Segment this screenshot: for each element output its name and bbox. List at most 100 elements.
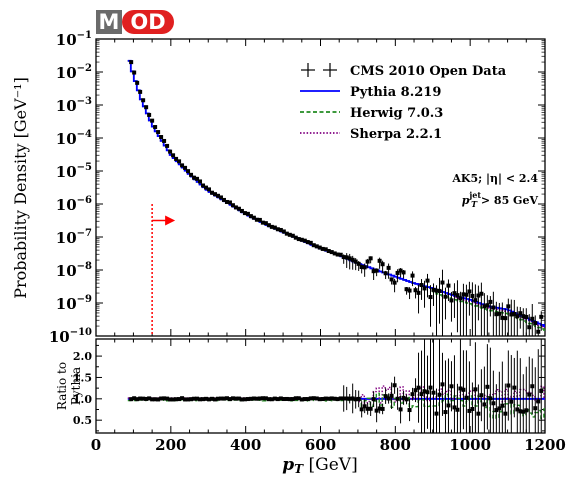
data-point [144, 105, 149, 110]
ratio-data-point [428, 339, 433, 433]
main-y-axis-title: Probability Density [GeV⁻¹] [11, 77, 30, 299]
ratio-data-point [410, 387, 415, 401]
ratio-data-point [509, 355, 514, 433]
data-point [135, 80, 140, 85]
data-point [353, 258, 358, 271]
x-tick-label: 200 [155, 436, 186, 454]
main-plot-frame [95, 38, 546, 337]
data-point [515, 306, 520, 336]
data-point [195, 176, 200, 181]
main-y-tick-label: 10−4 [56, 129, 92, 148]
data-point [138, 89, 143, 94]
data-point [159, 135, 164, 140]
ratio-data-point [452, 355, 457, 433]
data-point [156, 130, 161, 135]
cut-annotation: AK5; |η| < 2.4 pjet T > 85 GeV [451, 172, 538, 209]
data-point [377, 257, 382, 269]
data-point [174, 156, 179, 161]
main-y-tick-label: 10−9 [56, 294, 92, 313]
main-y-ticks: 10−1 10−2 10−3 10−4 10−5 10−6 10−7 10−8 10−9 10−1… [49, 30, 546, 346]
ratio-data-point [419, 350, 424, 433]
data-point [129, 60, 134, 65]
data-point [455, 280, 460, 333]
x-tick-label: 1000 [449, 436, 491, 454]
data-point [338, 252, 343, 257]
main-y-tick-label: 10−7 [56, 228, 92, 247]
main-series [127, 59, 545, 336]
main-y-tick-label: 10−6 [56, 195, 92, 214]
data-point [407, 287, 412, 300]
data-point [437, 277, 442, 324]
legend: CMS 2010 Open Data Pythia 8.219 Herwig 7.0… [300, 63, 507, 142]
data-point [389, 277, 394, 285]
data-point [368, 256, 373, 264]
x-tick-label: 400 [230, 436, 261, 454]
ratio-data-point [491, 370, 496, 433]
legend-entry: Herwig 7.0.3 [300, 106, 443, 121]
threshold-arrow-head [165, 215, 176, 226]
logo-text-m: M [99, 10, 120, 34]
ratio-data-point [362, 399, 367, 414]
ratio-data-point [356, 390, 361, 408]
data-point [189, 172, 194, 177]
data-point [257, 217, 262, 222]
ratio-data-point [461, 350, 466, 430]
data-point [512, 299, 517, 336]
ratio-data-point [473, 342, 478, 433]
data-point [410, 271, 415, 287]
ratio-data-point [368, 401, 373, 416]
ratio-data-point [443, 360, 448, 433]
x-tick-label: 600 [305, 436, 336, 454]
data-point [500, 302, 505, 336]
data-point [183, 165, 188, 170]
x-tick-label: 0 [91, 436, 101, 454]
data-point [198, 179, 203, 184]
data-point [227, 200, 232, 205]
legend-entry: CMS 2010 Open Data [301, 63, 507, 79]
ratio-data-point [503, 383, 508, 433]
ratio-data-point [431, 339, 436, 433]
ratio-data-point [464, 350, 469, 433]
data-point [206, 187, 211, 192]
annotation-line2: pjet T > 85 GeV [462, 190, 539, 209]
ratio-y-tick-label: 0.5 [73, 414, 92, 427]
ratio-data-point [479, 369, 484, 422]
ratio-data-point [359, 401, 364, 418]
data-point [186, 169, 191, 174]
ratio-data-point [455, 383, 460, 433]
data-point [503, 308, 508, 336]
data-point [422, 280, 427, 308]
data-point [177, 159, 182, 164]
ratio-y-tick-label: 1.0 [73, 393, 92, 406]
data-point [180, 163, 185, 168]
legend-label: Sherpa 2.2.1 [350, 127, 442, 142]
data-point [536, 325, 541, 336]
data-point [251, 215, 256, 220]
data-point [362, 263, 367, 277]
data-point [392, 278, 397, 293]
data-point [221, 197, 226, 202]
main-y-tick-label: 10−5 [56, 162, 92, 181]
data-point [518, 307, 523, 329]
legend-entry: Pythia 8.219 [300, 85, 441, 100]
ratio-data-point [485, 344, 490, 430]
mod-logo: M OD [96, 10, 174, 34]
data-point [150, 118, 155, 123]
legend-label: CMS 2010 Open Data [350, 64, 507, 79]
ratio-data-point [440, 352, 445, 416]
ratio-data-point [527, 356, 532, 433]
data-point [449, 291, 454, 322]
data-point [539, 311, 544, 331]
ratio-data-point [512, 357, 517, 418]
ratio-y-tick-label: 1.5 [73, 371, 92, 384]
data-point [380, 260, 385, 274]
data-point [365, 258, 370, 269]
ratio-data-point [416, 352, 421, 423]
ratio-data-point [374, 399, 379, 423]
x-tick-label: 800 [380, 436, 411, 454]
ratio-data-point [497, 371, 502, 433]
data-point [218, 195, 223, 200]
data-point [153, 125, 158, 130]
ratio-data-point [482, 366, 487, 433]
